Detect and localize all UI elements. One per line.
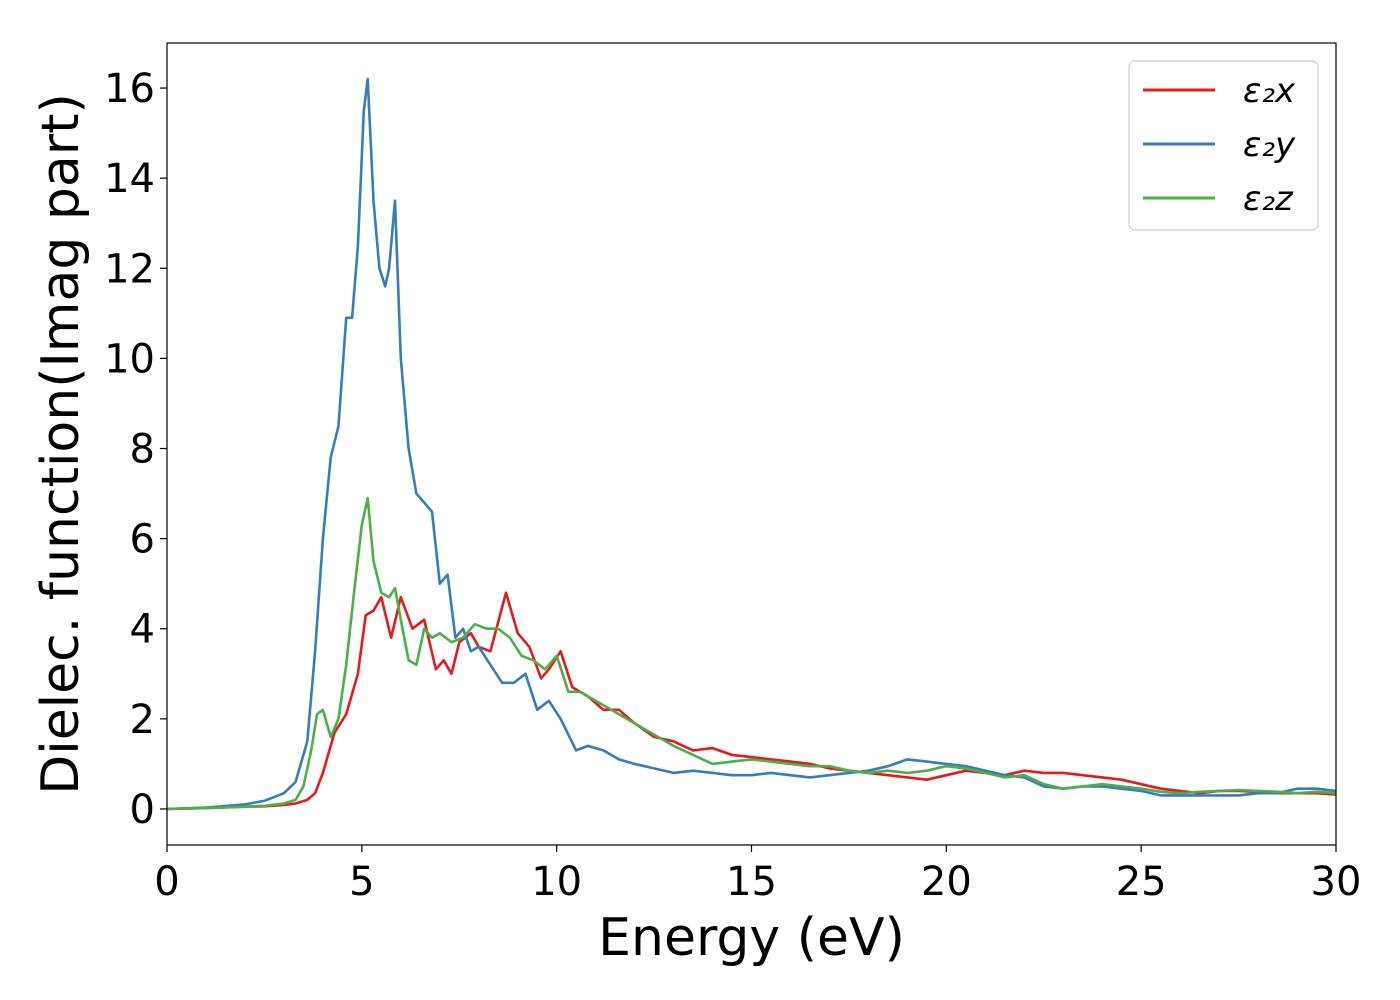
x-axis: 0 5 10 15 20 25 30 (154, 845, 1361, 905)
x-tick-label: 5 (349, 859, 374, 905)
x-axis-title: Energy (eV) (598, 908, 905, 968)
y-tick-label: 0 (130, 787, 155, 833)
legend-label-1: ε₂y (1243, 125, 1296, 165)
y-axis-title: Dielec. function(Imag part) (31, 93, 91, 795)
x-tick-label: 20 (921, 859, 972, 905)
y-tick-label: 4 (130, 607, 155, 653)
legend-box (1128, 60, 1319, 231)
x-tick-label: 30 (1311, 859, 1362, 905)
x-tick-label: 25 (1116, 859, 1167, 905)
x-tick-label: 15 (726, 859, 777, 905)
y-tick-label: 14 (104, 156, 155, 202)
y-axis: 0 2 4 6 8 10 12 14 16 (104, 66, 167, 833)
series-layer (166, 77, 1337, 811)
y-tick-label: 12 (104, 246, 155, 292)
y-tick-label: 2 (130, 697, 155, 743)
x-tick-label: 0 (154, 859, 179, 905)
x-tick-label: 10 (531, 859, 582, 905)
y-tick-label: 6 (130, 517, 155, 563)
y-tick-label: 16 (104, 66, 155, 112)
series-line-2 (166, 496, 1337, 811)
legend-label-2: ε₂z (1243, 179, 1294, 219)
legend-label-0: ε₂x (1243, 71, 1296, 111)
legend: ε₂x ε₂y ε₂z (1128, 60, 1319, 231)
y-tick-label: 10 (104, 336, 155, 382)
y-tick-label: 8 (130, 427, 155, 473)
